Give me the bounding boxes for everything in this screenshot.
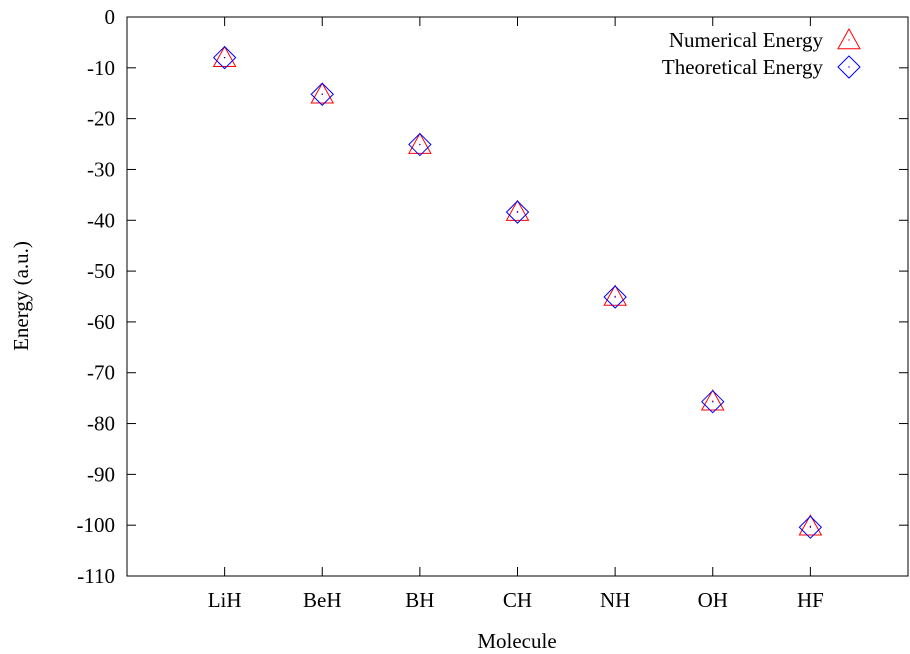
numerical-energy-point <box>408 132 432 154</box>
theoretical-energy-point <box>505 200 530 224</box>
theoretical-energy-point <box>408 132 432 157</box>
y-tick-label: -30 <box>87 157 115 181</box>
theoretical-energy-point-center <box>809 526 812 528</box>
y-tick-label: -50 <box>87 259 115 283</box>
plot-frame <box>126 16 909 577</box>
x-tick-label: CH <box>503 588 532 612</box>
legend-diamond-marker-center <box>848 66 850 68</box>
y-tick-label: -90 <box>87 462 115 486</box>
y-axis-label: Energy (a.u.) <box>9 241 33 351</box>
theoretical-energy-point-center <box>516 211 519 213</box>
y-tick-label: -80 <box>87 412 115 436</box>
legend-triangle-marker-center <box>848 39 850 41</box>
data-points <box>212 45 823 539</box>
x-axis: LiH BeH BH CH NH OH HF <box>208 17 824 612</box>
theoretical-energy-point-center <box>223 56 226 59</box>
y-axis: 0 -10 -20 -30 -40 -50 -60 -70 -80 -90 -100 -110 <box>77 5 908 588</box>
legend-triangle-marker <box>837 27 861 50</box>
numerical-energy-point <box>798 514 823 536</box>
y-tick-label: -20 <box>87 107 115 131</box>
theoretical-energy-point <box>798 515 823 539</box>
legend-label: Theoretical Energy <box>662 55 824 79</box>
y-tick-label: -40 <box>87 208 115 232</box>
theoretical-energy-point-center <box>419 143 421 146</box>
theoretical-energy-point-center <box>712 400 714 403</box>
y-tick-label: -10 <box>87 56 115 80</box>
numerical-energy-point <box>505 199 530 221</box>
x-tick-label: LiH <box>208 588 242 612</box>
theoretical-energy-point <box>701 389 725 414</box>
legend-diamond-marker <box>837 55 861 79</box>
x-tick-label: BeH <box>303 588 342 612</box>
theoretical-energy-point <box>212 45 237 70</box>
x-tick-label: BH <box>405 588 434 612</box>
y-tick-label: -70 <box>87 361 115 385</box>
x-tick-label: HF <box>797 588 824 612</box>
numerical-energy-point <box>212 45 237 67</box>
y-tick-label: 0 <box>105 5 116 29</box>
numerical-energy-point <box>310 82 335 104</box>
theoretical-energy-point-center <box>321 93 323 95</box>
legend: Numerical Energy Theoretical Energy <box>662 27 861 79</box>
y-tick-label: -60 <box>87 310 115 334</box>
y-tick-label: -110 <box>77 564 115 588</box>
theoretical-energy-point <box>603 285 627 309</box>
numerical-energy-point-center <box>809 525 812 527</box>
x-tick-label: NH <box>600 588 630 612</box>
theoretical-energy-point <box>310 82 334 106</box>
x-axis-label: Molecule <box>477 629 556 653</box>
y-tick-label: -100 <box>77 513 116 537</box>
numerical-energy-point <box>700 389 725 411</box>
legend-label: Numerical Energy <box>669 28 824 52</box>
theoretical-energy-point-center <box>614 296 616 298</box>
numerical-energy-point <box>603 284 627 306</box>
x-tick-label: OH <box>698 588 728 612</box>
